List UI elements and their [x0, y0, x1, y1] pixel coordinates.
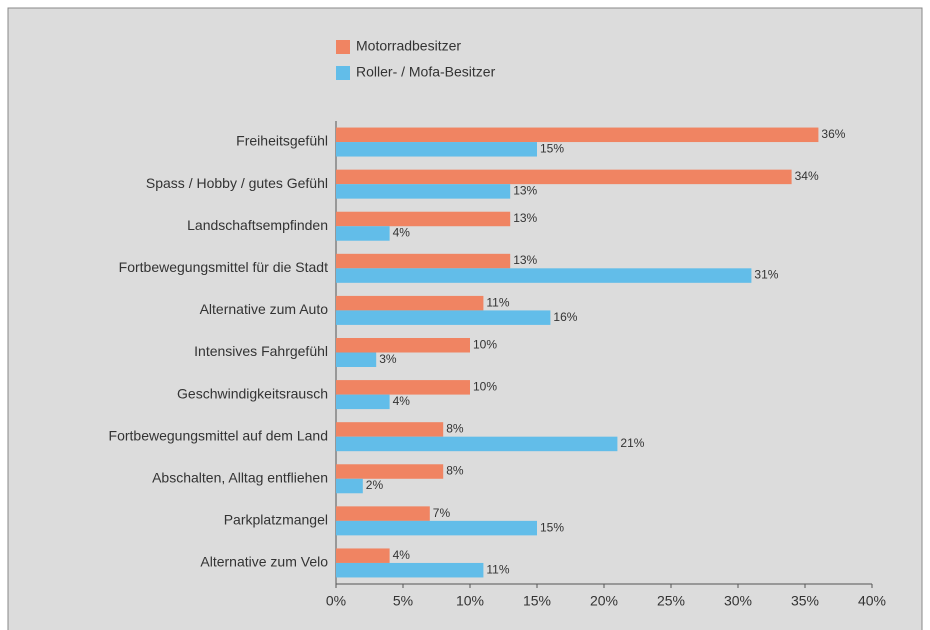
- value-label: 13%: [513, 184, 537, 198]
- y-tick-label: Landschaftsempfinden: [187, 217, 328, 233]
- bar: [336, 352, 377, 367]
- bar: [336, 380, 470, 395]
- value-label: 8%: [446, 422, 464, 436]
- value-label: 8%: [446, 464, 464, 478]
- x-tick-label: 40%: [858, 593, 886, 609]
- y-tick-label: Geschwindigkeitsrausch: [177, 385, 328, 401]
- bar: [336, 520, 537, 536]
- y-tick-label: Fortbewegungsmittel auf dem Land: [109, 427, 328, 443]
- x-tick-label: 35%: [791, 593, 819, 609]
- bar: [336, 295, 484, 311]
- bar: [336, 142, 537, 157]
- bar: [336, 394, 390, 410]
- bar: [336, 548, 390, 563]
- bar: [336, 562, 484, 578]
- value-label: 15%: [540, 141, 564, 155]
- bar: [336, 169, 792, 185]
- x-tick-label: 15%: [523, 593, 551, 609]
- legend-label: Roller- / Mofa-Besitzer: [356, 64, 496, 80]
- bar: [336, 422, 444, 437]
- x-tick-label: 5%: [393, 593, 413, 609]
- bar: [336, 436, 618, 452]
- value-label: 10%: [473, 337, 497, 351]
- value-label: 36%: [821, 127, 845, 141]
- value-label: 4%: [393, 226, 411, 240]
- bar: [336, 338, 470, 353]
- y-tick-label: Spass / Hobby / gutes Gefühl: [146, 175, 328, 191]
- legend-label: Motorradbesitzer: [356, 38, 461, 54]
- bar: [336, 478, 363, 494]
- value-label: 4%: [393, 394, 411, 408]
- bar: [336, 464, 444, 479]
- bar: [336, 506, 430, 521]
- bar: [336, 184, 511, 199]
- bar: [336, 127, 819, 143]
- y-tick-label: Parkplatzmangel: [224, 512, 328, 528]
- bar: [336, 226, 390, 241]
- x-tick-label: 25%: [657, 593, 685, 609]
- x-tick-label: 30%: [724, 593, 752, 609]
- legend-swatch: [336, 40, 350, 54]
- y-tick-label: Fortbewegungsmittel für die Stadt: [119, 259, 328, 275]
- value-label: 15%: [540, 520, 564, 534]
- value-label: 13%: [513, 211, 537, 225]
- y-tick-label: Alternative zum Auto: [200, 301, 329, 317]
- x-tick-label: 10%: [456, 593, 484, 609]
- value-label: 34%: [795, 169, 819, 183]
- value-label: 21%: [620, 436, 644, 450]
- bar: [336, 310, 551, 325]
- value-label: 7%: [433, 506, 451, 520]
- bar: [336, 211, 511, 227]
- value-label: 10%: [473, 380, 497, 394]
- value-label: 13%: [513, 253, 537, 267]
- value-label: 11%: [486, 295, 509, 309]
- bar: [336, 268, 752, 283]
- value-label: 16%: [553, 310, 577, 324]
- value-label: 3%: [379, 352, 397, 366]
- value-label: 31%: [754, 268, 778, 282]
- legend-swatch: [336, 66, 350, 80]
- y-tick-label: Alternative zum Velo: [200, 554, 328, 570]
- y-tick-label: Abschalten, Alltag entfliehen: [152, 469, 328, 485]
- x-tick-label: 20%: [590, 593, 618, 609]
- y-tick-label: Intensives Fahrgefühl: [194, 343, 328, 359]
- value-label: 4%: [393, 548, 411, 562]
- value-label: 2%: [366, 478, 384, 492]
- value-label: 11%: [486, 562, 509, 576]
- bar: [336, 253, 511, 269]
- y-tick-label: Freiheitsgefühl: [236, 133, 328, 149]
- x-tick-label: 0%: [326, 593, 346, 609]
